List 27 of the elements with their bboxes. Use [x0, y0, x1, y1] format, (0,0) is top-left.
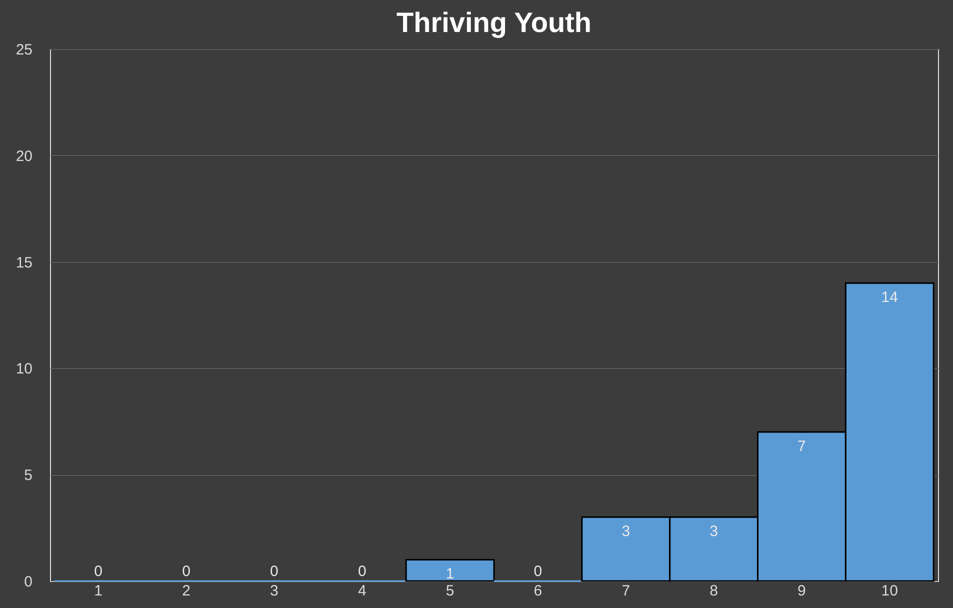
- data-label: 0: [94, 563, 103, 580]
- data-label: 3: [622, 523, 630, 540]
- data-label: 1: [446, 566, 454, 583]
- x-tick-label: 8: [710, 582, 718, 600]
- x-tick-label: 5: [446, 582, 454, 600]
- y-tick-label: 20: [16, 148, 32, 165]
- y-tick-label: 25: [16, 42, 32, 58]
- x-tick-label: 2: [182, 582, 190, 600]
- x-tick-label: 4: [358, 582, 366, 600]
- data-label: 14: [881, 289, 898, 306]
- data-label: 3: [710, 523, 718, 540]
- data-label: 7: [798, 438, 806, 456]
- x-tick-label: 9: [798, 582, 806, 600]
- x-tick-label: 1: [94, 582, 103, 600]
- x-tick-label: 7: [622, 582, 630, 600]
- chart-title: Thriving Youth: [396, 7, 592, 38]
- y-tick-label: 15: [16, 254, 32, 272]
- x-tick-label: 10: [881, 582, 898, 600]
- y-tick-label: 5: [24, 467, 32, 484]
- data-label: 0: [358, 563, 366, 580]
- data-label: 0: [182, 563, 190, 580]
- x-tick-label: 3: [270, 582, 278, 600]
- data-label: 0: [270, 563, 278, 580]
- y-tick-label: 10: [16, 360, 32, 378]
- y-tick-label: 0: [24, 574, 32, 590]
- x-tick-label: 6: [534, 582, 542, 600]
- data-label: 0: [534, 563, 542, 580]
